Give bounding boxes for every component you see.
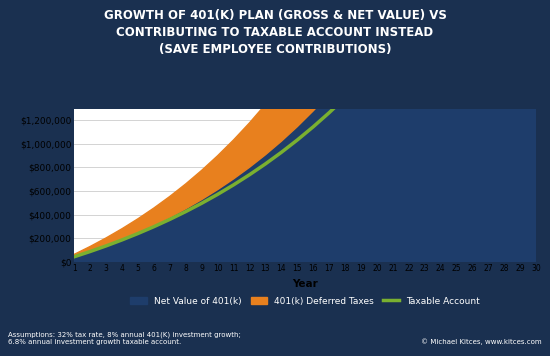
Text: Assumptions: 32% tax rate, 8% annual 401(K) investment growth;
6.8% annual inves: Assumptions: 32% tax rate, 8% annual 401… [8, 332, 241, 345]
Text: © Michael Kitces, www.kitces.com: © Michael Kitces, www.kitces.com [421, 339, 542, 345]
Legend: Net Value of 401(k), 401(k) Deferred Taxes, Taxable Account: Net Value of 401(k), 401(k) Deferred Tax… [127, 293, 483, 309]
Text: GROWTH OF 401(K) PLAN (GROSS & NET VALUE) VS
CONTRIBUTING TO TAXABLE ACCOUNT INS: GROWTH OF 401(K) PLAN (GROSS & NET VALUE… [103, 9, 447, 56]
X-axis label: Year: Year [293, 279, 318, 289]
Text: Year 24:
Owners realize benefit
of plan creation: Year 24: Owners realize benefit of plan … [0, 355, 1, 356]
